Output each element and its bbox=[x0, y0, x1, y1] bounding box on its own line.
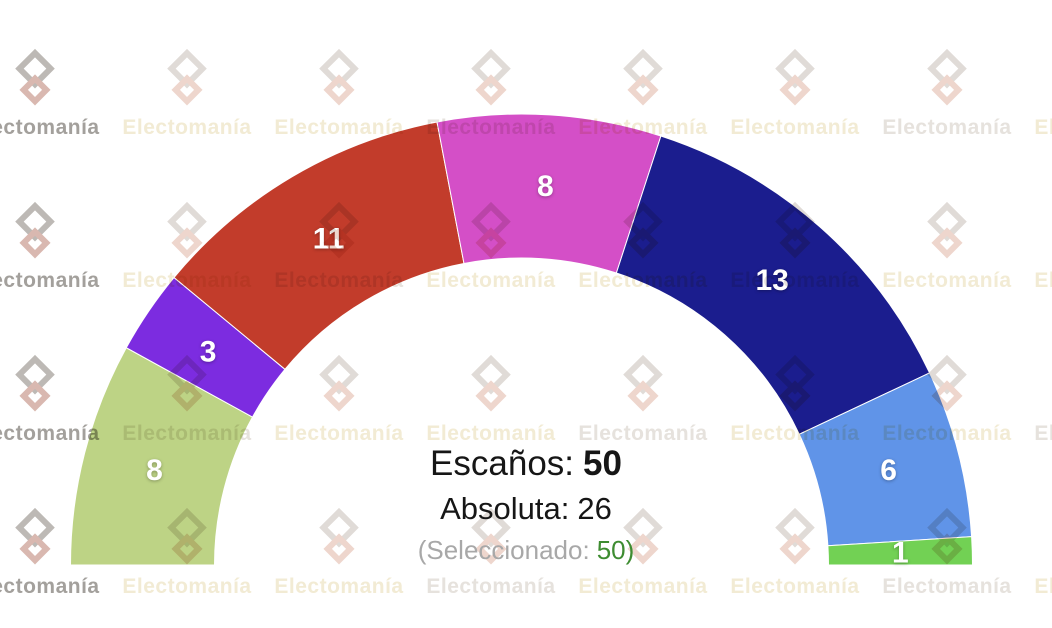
segment-label: 1 bbox=[892, 537, 909, 570]
total-seats-value: 50 bbox=[583, 444, 622, 483]
total-seats-line: Escaños: 50 bbox=[0, 444, 1052, 484]
majority-line: Absoluta: 26 bbox=[0, 491, 1052, 527]
selected-line: (Seleccionado: 50) bbox=[0, 534, 1052, 566]
segment-label: 6 bbox=[880, 454, 897, 487]
segment-label: 8 bbox=[537, 170, 554, 203]
seat-segment[interactable] bbox=[827, 536, 974, 566]
segment-label: 13 bbox=[755, 264, 788, 297]
total-seats-label: Escaños: bbox=[430, 444, 575, 483]
segment-label: 8 bbox=[146, 454, 163, 487]
selected-label: (Seleccionado: bbox=[417, 534, 590, 565]
segment-label: 11 bbox=[313, 222, 345, 255]
majority-value: 26 bbox=[577, 491, 612, 527]
segment-label: 3 bbox=[200, 335, 217, 368]
majority-label: Absoluta: bbox=[440, 491, 570, 527]
selected-value: 50) bbox=[596, 534, 635, 565]
totals-panel: Escaños: 50 Absoluta: 26 (Seleccionado: 50) bbox=[0, 444, 1052, 566]
